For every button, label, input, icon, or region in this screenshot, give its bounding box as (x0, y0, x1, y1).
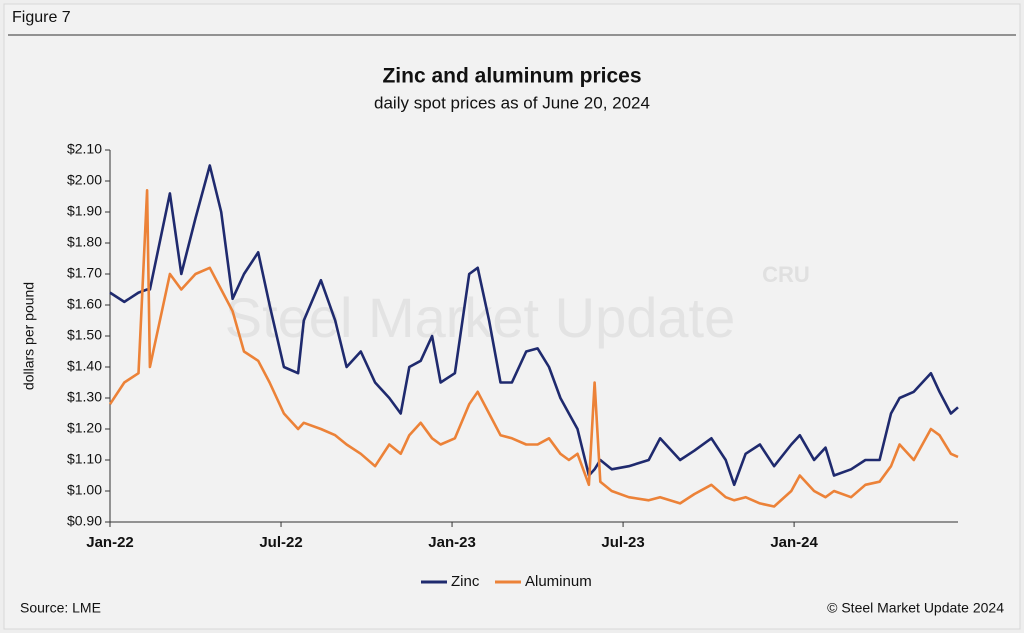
y-tick-label: $1.50 (67, 327, 102, 343)
x-tick-label: Jan-22 (86, 534, 134, 551)
figure-label: Figure 7 (12, 9, 71, 26)
y-tick-label: $0.90 (67, 513, 102, 529)
y-axis-label: dollars per pound (21, 282, 37, 390)
x-tick-label: Jul-23 (601, 534, 644, 551)
watermark-logo: CRU (762, 262, 810, 287)
y-tick-label: $1.60 (67, 296, 102, 312)
y-tick-label: $1.80 (67, 234, 102, 250)
source-note: Source: LME (20, 600, 101, 616)
watermark: Steel Market Update (225, 286, 735, 349)
y-tick-label: $1.00 (67, 482, 102, 498)
y-tick-label: $1.20 (67, 420, 102, 436)
y-tick-label: $1.30 (67, 389, 102, 405)
series-line (109, 164, 959, 487)
panel (3, 3, 1021, 630)
chart-title: Zinc and aluminum prices (382, 65, 641, 88)
x-tick-label: Jul-22 (259, 534, 302, 551)
x-tick-label: Jan-24 (770, 534, 818, 551)
chart-subtitle: daily spot prices as of June 20, 2024 (374, 93, 650, 112)
series-line (108, 189, 959, 508)
x-tick-label: Jan-23 (428, 534, 476, 551)
y-tick-label: $1.90 (67, 203, 102, 219)
y-tick-label: $2.00 (67, 172, 102, 188)
y-tick-label: $1.70 (67, 265, 102, 281)
copyright-note: © Steel Market Update 2024 (827, 600, 1004, 616)
legend-label: Zinc (451, 573, 480, 590)
y-tick-label: $1.40 (67, 358, 102, 374)
legend-label: Aluminum (525, 573, 592, 590)
y-tick-label: $1.10 (67, 451, 102, 467)
y-tick-label: $2.10 (67, 141, 102, 157)
plot-area: $0.90 $1.00 $1.10 $1.20 $1.30 $1.40 $1.50 $1.60… (67, 141, 959, 584)
